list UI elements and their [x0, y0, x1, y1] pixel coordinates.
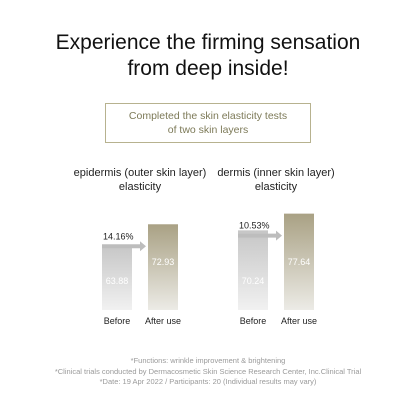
change-percent-label: 10.53%	[239, 221, 270, 231]
chart-title-line: dermis (inner skin layer)	[217, 167, 334, 179]
footnote-trials: *Clinical trials conducted by Dermacosme…	[54, 366, 362, 376]
bar-after	[148, 224, 178, 310]
page-title: Experience the firming sensation from de…	[0, 30, 416, 82]
title-line-2: from deep inside!	[127, 57, 289, 80]
footnote-date: *Date: 19 Apr 2022 / Participants: 20 (I…	[99, 377, 317, 386]
footnotes: *Functions: wrinkle improvement & bright…	[0, 356, 416, 388]
category-label: Before	[104, 316, 131, 326]
bar-before	[102, 244, 132, 310]
change-percent-label: 14.16%	[103, 231, 134, 241]
increase-arrow-icon	[102, 241, 146, 252]
value-label-before: 63.88	[106, 276, 129, 286]
test-summary-line-1: Completed the skin elasticity tests	[128, 110, 288, 122]
bar-before	[238, 230, 268, 310]
category-label: After use	[145, 316, 181, 326]
chart-title-line: elasticity	[255, 181, 298, 193]
value-label-after: 77.64	[288, 257, 311, 267]
increase-arrow-icon	[238, 230, 282, 241]
test-summary-box: Completed the skin elasticity tests of t…	[105, 103, 311, 143]
chart-title-line: epidermis (outer skin layer)	[74, 167, 207, 179]
bar-after	[284, 213, 314, 310]
value-label-after: 72.93	[152, 257, 175, 267]
value-label-before: 70.24	[242, 276, 265, 286]
footnote-functions: *Functions: wrinkle improvement & bright…	[130, 356, 286, 365]
title-line-1: Experience the firming sensation	[55, 31, 361, 54]
test-summary-line-2: of two skin layers	[167, 124, 249, 136]
category-label: Before	[240, 316, 267, 326]
chart-title-line: elasticity	[119, 181, 162, 193]
category-label: After use	[281, 316, 317, 326]
